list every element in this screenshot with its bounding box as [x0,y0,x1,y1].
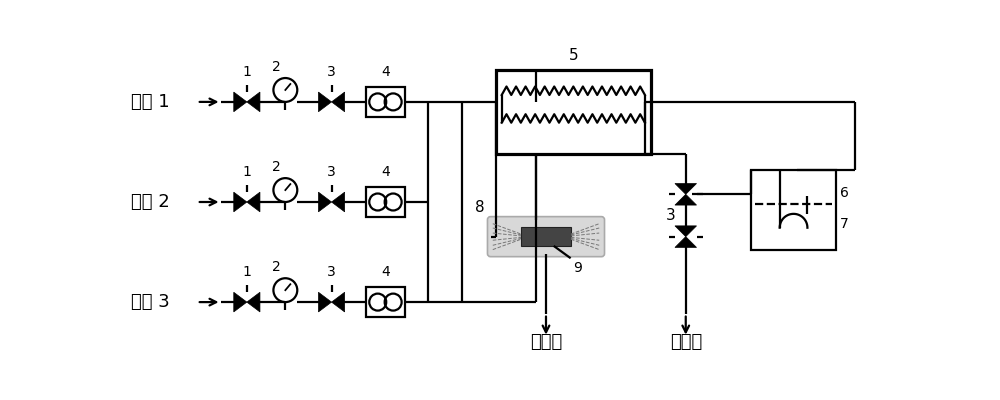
Bar [496,70,651,154]
Polygon shape [332,292,345,312]
Polygon shape [332,192,345,212]
Text: 气体 1: 气体 1 [131,93,170,111]
Bar [366,87,405,116]
Bar [366,288,405,317]
Polygon shape [318,292,332,312]
Polygon shape [247,92,260,112]
Polygon shape [234,92,247,112]
Polygon shape [675,194,697,205]
Text: 8: 8 [475,200,484,215]
Bar [751,170,836,250]
Text: 气体 2: 气体 2 [131,193,170,211]
Text: 排大气: 排大气 [530,333,562,351]
Text: 9: 9 [573,261,582,275]
Text: 3: 3 [327,265,336,279]
Text: 1: 1 [242,65,251,79]
Text: 3: 3 [327,65,336,79]
Text: 4: 4 [381,165,390,179]
Bar [521,227,571,246]
Text: 1: 1 [242,165,251,179]
Text: 2: 2 [272,260,280,274]
Text: 7: 7 [840,216,849,230]
Text: 排大气: 排大气 [670,333,702,351]
Polygon shape [234,192,247,212]
Text: 3: 3 [327,165,336,179]
Text: 2: 2 [272,60,280,74]
Text: 4: 4 [381,65,390,79]
Text: 2: 2 [272,160,280,174]
Text: 1: 1 [242,265,251,279]
Text: 气体 3: 气体 3 [131,293,170,311]
Text: 4: 4 [381,265,390,279]
Bar [366,187,405,217]
Text: 5: 5 [569,48,578,63]
Polygon shape [675,226,697,237]
Polygon shape [247,192,260,212]
Text: 3: 3 [665,208,675,223]
Polygon shape [234,292,247,312]
Polygon shape [675,184,697,194]
Polygon shape [318,192,332,212]
Polygon shape [332,92,345,112]
Polygon shape [318,92,332,112]
FancyBboxPatch shape [487,217,605,257]
Polygon shape [675,237,697,248]
Text: 6: 6 [840,186,849,200]
Polygon shape [247,292,260,312]
